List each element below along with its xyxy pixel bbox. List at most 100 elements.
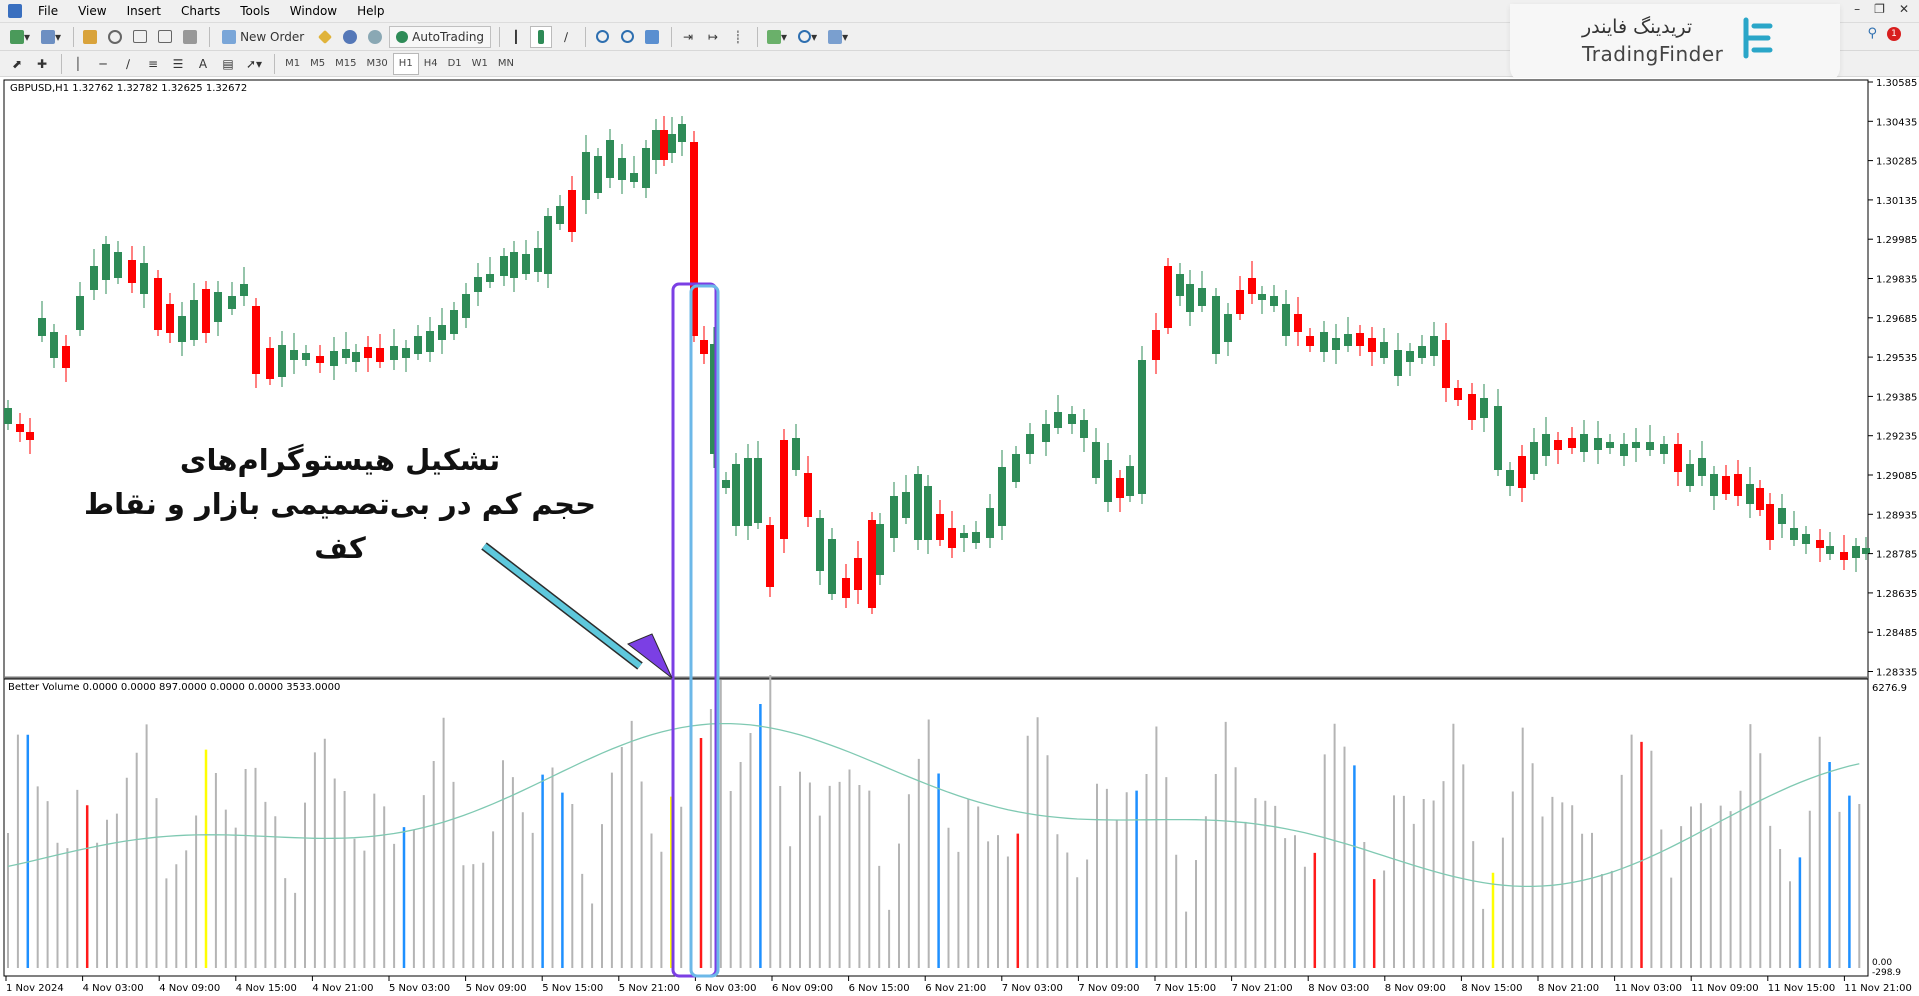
minimize-icon[interactable]: – bbox=[1854, 2, 1861, 16]
equidistant-channel-button[interactable]: ≡ bbox=[147, 56, 159, 71]
periods-button[interactable]: ▾ bbox=[794, 26, 821, 48]
candle-body bbox=[1080, 420, 1088, 438]
terminal-button[interactable] bbox=[154, 26, 176, 48]
price-tick-label: 1.29685 bbox=[1876, 314, 1917, 325]
candle-body bbox=[114, 252, 122, 278]
annotation-line-1: تشکیل هیستوگرام‌های bbox=[179, 443, 501, 477]
candle-body bbox=[556, 206, 564, 224]
bearish-candle bbox=[1164, 258, 1172, 334]
bearish-candle bbox=[376, 334, 384, 368]
navigator-button[interactable] bbox=[104, 26, 126, 48]
indicators-icon bbox=[767, 29, 782, 44]
candle-body bbox=[1012, 454, 1020, 482]
text-button[interactable]: A bbox=[198, 56, 208, 71]
price-tick-label: 1.29385 bbox=[1876, 392, 1917, 403]
bullish-candle bbox=[4, 400, 12, 430]
menu-file[interactable]: File bbox=[38, 4, 59, 18]
zoom-out-button[interactable] bbox=[616, 26, 638, 48]
candle-body bbox=[1620, 444, 1628, 456]
signals-button[interactable] bbox=[339, 26, 361, 48]
bullish-candle bbox=[1344, 317, 1352, 352]
templates-button[interactable]: ▾ bbox=[824, 26, 852, 48]
time-tick-label: 6 Nov 15:00 bbox=[849, 983, 910, 994]
candle-body bbox=[1734, 474, 1742, 496]
close-icon[interactable]: ✕ bbox=[1898, 2, 1909, 16]
signals-icon bbox=[343, 29, 358, 44]
period-separator-button[interactable]: ┊ bbox=[734, 29, 742, 44]
candle-body bbox=[1542, 434, 1550, 456]
indicators-button[interactable]: ▾ bbox=[763, 26, 791, 48]
horizontal-line-button[interactable]: ─ bbox=[99, 56, 107, 71]
brand-name-en: TradingFinder bbox=[1582, 42, 1724, 66]
restore-icon[interactable]: ❐ bbox=[1874, 2, 1885, 16]
line-chart-button[interactable]: ∕ bbox=[564, 29, 569, 44]
price-tick-label: 1.30585 bbox=[1876, 78, 1917, 89]
candlestick-button[interactable] bbox=[530, 25, 553, 48]
candle-body bbox=[876, 524, 884, 575]
chart-shift-button[interactable]: ⇥ bbox=[683, 29, 694, 44]
new-chart-button[interactable]: ▾ bbox=[6, 26, 34, 48]
bullish-candle bbox=[1394, 333, 1402, 386]
bullish-candle bbox=[606, 129, 614, 188]
toolbar-separator bbox=[757, 26, 759, 47]
vertical-line-button[interactable]: │ bbox=[74, 56, 82, 71]
timeframe-d1[interactable]: D1 bbox=[447, 57, 462, 69]
menu-insert[interactable]: Insert bbox=[126, 4, 161, 18]
profiles-button[interactable]: ▾ bbox=[37, 26, 65, 48]
arrows-button[interactable]: ➚▾ bbox=[246, 56, 263, 71]
chart-window[interactable]: 1.30585 1.30435 1.30285 1.30135 1.29985 1.298… bbox=[0, 78, 1919, 996]
autoscroll-button[interactable]: ↦ bbox=[708, 29, 719, 44]
crosshair-button[interactable]: ✚ bbox=[36, 56, 48, 71]
bearish-candle bbox=[128, 246, 136, 293]
candle-body bbox=[710, 344, 718, 454]
price-tick-label: 1.29835 bbox=[1876, 275, 1917, 286]
new-order-button[interactable]: New Order bbox=[215, 26, 311, 48]
bullish-candle bbox=[1632, 428, 1640, 462]
market-watch-button[interactable] bbox=[79, 26, 101, 48]
bearish-candle bbox=[1568, 427, 1576, 454]
bullish-candle bbox=[342, 332, 350, 364]
menu-view[interactable]: View bbox=[78, 4, 107, 18]
bullish-candle bbox=[1104, 443, 1112, 512]
timeframe-m1[interactable]: M1 bbox=[285, 57, 301, 69]
cursor-button[interactable]: ⬈ bbox=[11, 56, 23, 71]
trendline-button[interactable]: ∕ bbox=[125, 56, 131, 71]
candle-body bbox=[766, 525, 774, 587]
bullish-candle bbox=[522, 240, 530, 280]
metaeditor-button[interactable] bbox=[314, 26, 336, 48]
bar-chart-button[interactable]: ┃ bbox=[512, 29, 520, 44]
menu-tools[interactable]: Tools bbox=[240, 4, 270, 18]
menu-window[interactable]: Window bbox=[289, 4, 338, 18]
timeframe-m15[interactable]: M15 bbox=[335, 57, 357, 69]
bullish-candle bbox=[914, 466, 922, 550]
autotrading-button[interactable]: AutoTrading bbox=[389, 25, 492, 48]
candle-body bbox=[630, 173, 638, 182]
strategy-tester-button[interactable] bbox=[179, 26, 201, 48]
bullish-candle bbox=[1176, 263, 1184, 306]
timeframe-mn[interactable]: MN bbox=[497, 57, 514, 69]
timeframe-m5[interactable]: M5 bbox=[310, 57, 326, 69]
data-window-button[interactable] bbox=[129, 26, 151, 48]
timeframe-w1[interactable]: W1 bbox=[471, 57, 488, 69]
timeframe-m30[interactable]: M30 bbox=[366, 57, 388, 69]
tile-windows-button[interactable] bbox=[641, 26, 663, 48]
candle-body bbox=[678, 124, 686, 142]
bullish-candle bbox=[330, 337, 338, 380]
bullish-candle bbox=[1646, 425, 1654, 456]
menu-help[interactable]: Help bbox=[357, 4, 385, 18]
fibonacci-button[interactable]: ☰ bbox=[172, 56, 184, 71]
zoom-in-button[interactable] bbox=[591, 26, 613, 48]
bullish-candle bbox=[1092, 428, 1100, 484]
candle-body bbox=[402, 348, 410, 358]
market-button[interactable] bbox=[364, 26, 386, 48]
volume-histogram bbox=[7, 675, 1861, 968]
bullish-candle bbox=[486, 257, 494, 288]
timeframe-h1[interactable]: H1 bbox=[392, 52, 419, 75]
text-label-button[interactable]: ▤ bbox=[222, 56, 234, 71]
notification-badge[interactable]: 1 bbox=[1887, 26, 1901, 41]
search-icon[interactable]: ⚲ bbox=[1867, 26, 1877, 41]
bearish-candle bbox=[804, 456, 812, 527]
timeframe-h4[interactable]: H4 bbox=[423, 57, 438, 69]
time-tick-label: 7 Nov 15:00 bbox=[1155, 983, 1216, 994]
menu-charts[interactable]: Charts bbox=[181, 4, 221, 18]
